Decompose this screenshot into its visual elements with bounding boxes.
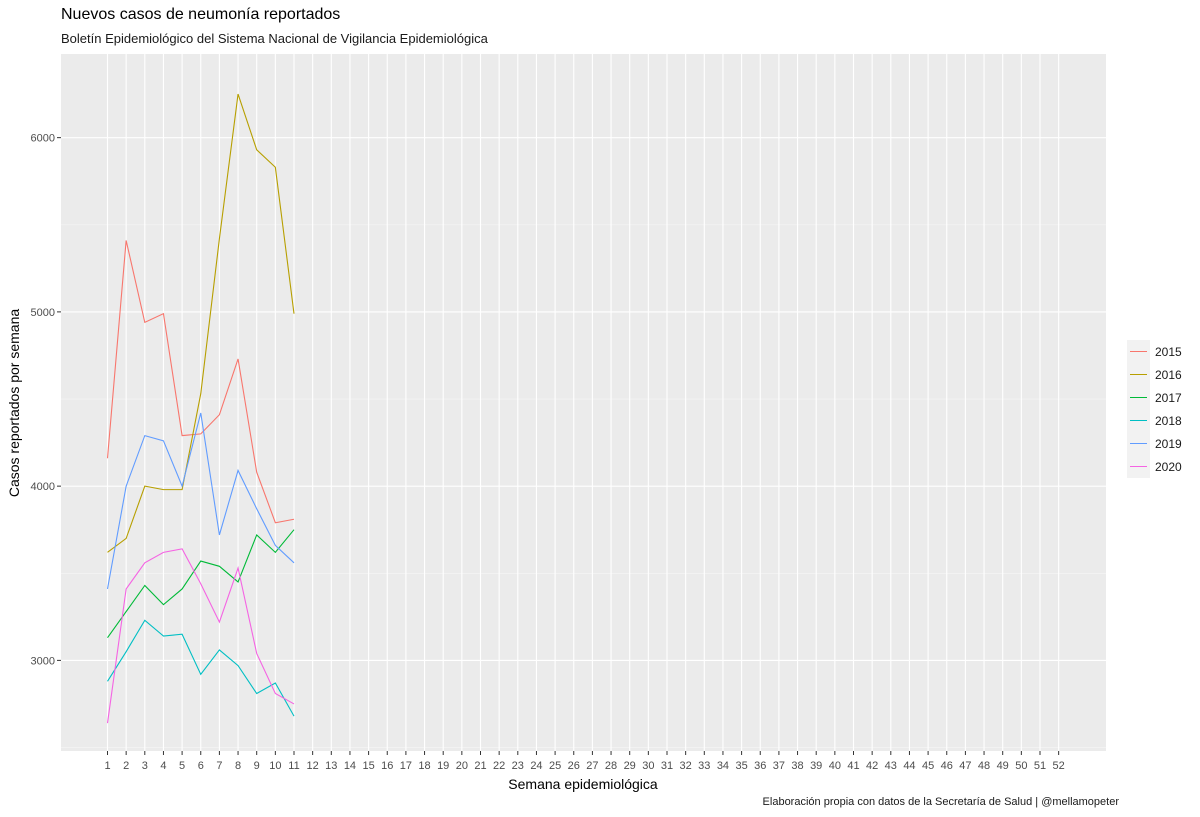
x-axis-title: Semana epidemiológica <box>508 776 658 792</box>
x-tick-label: 42 <box>866 760 878 772</box>
legend-item: 2017 <box>1127 386 1182 409</box>
x-tick-label: 2 <box>123 760 129 772</box>
y-axis-title: Casos reportados por semana <box>6 309 22 498</box>
x-tick-label: 34 <box>717 760 729 772</box>
legend: 2015 2016 2017 2018 2019 2020 <box>1127 340 1182 478</box>
x-tick-label: 15 <box>362 760 374 772</box>
legend-key <box>1127 363 1150 386</box>
x-tick-label: 5 <box>179 760 185 772</box>
x-tick-label: 35 <box>735 760 747 772</box>
x-tick-label: 12 <box>307 760 319 772</box>
x-tick-label: 7 <box>216 760 222 772</box>
legend-label: 2020 <box>1155 459 1182 474</box>
x-tick-label: 40 <box>829 760 841 772</box>
y-tick-label: 4000 <box>31 481 55 493</box>
x-tick-label: 20 <box>456 760 468 772</box>
legend-item: 2015 <box>1127 340 1182 363</box>
x-tick-label: 3 <box>142 760 148 772</box>
x-tick-label: 36 <box>754 760 766 772</box>
x-tick-label: 37 <box>773 760 785 772</box>
legend-key <box>1127 432 1150 455</box>
legend-key <box>1127 386 1150 409</box>
x-tick-label: 45 <box>922 760 934 772</box>
x-tick-label: 9 <box>254 760 260 772</box>
legend-item: 2020 <box>1127 455 1182 478</box>
x-tick-label: 8 <box>235 760 241 772</box>
x-tick-label: 21 <box>474 760 486 772</box>
series-line-2015 <box>106 240 295 524</box>
major-gridlines <box>61 54 1106 751</box>
x-tick-label: 11 <box>288 760 299 772</box>
y-tick-label: 6000 <box>31 133 55 145</box>
x-tick-label: 14 <box>344 760 356 772</box>
x-tick-label: 17 <box>400 760 412 772</box>
legend-item: 2018 <box>1127 409 1182 432</box>
legend-key <box>1127 340 1150 363</box>
x-tick-label: 22 <box>493 760 505 772</box>
series-line-2019 <box>106 412 295 590</box>
y-tick-label: 3000 <box>31 655 55 667</box>
chart-subtitle: Boletín Epidemiológico del Sistema Nacio… <box>61 31 488 46</box>
x-tick-label: 51 <box>1034 760 1046 772</box>
series-line-2018 <box>107 619 295 717</box>
x-tick-label: 29 <box>624 760 636 772</box>
x-tick-label: 23 <box>512 760 524 772</box>
x-tick-label: 26 <box>568 760 580 772</box>
x-tick-label: 28 <box>605 760 617 772</box>
x-tick-label: 38 <box>791 760 803 772</box>
x-tick-label: 24 <box>530 760 542 772</box>
x-tick-label: 43 <box>885 760 897 772</box>
y-axis: 3000 4000 5000 6000 <box>31 133 61 667</box>
x-tick-label: 30 <box>642 760 654 772</box>
series-line-2020 <box>106 548 295 724</box>
legend-label: 2016 <box>1155 367 1182 382</box>
x-tick-label: 39 <box>810 760 822 772</box>
x-tick-label: 1 <box>104 760 110 772</box>
legend-item: 2016 <box>1127 363 1182 386</box>
legend-label: 2017 <box>1155 390 1182 405</box>
chart-title: Nuevos casos de neumonía reportados <box>61 6 341 23</box>
legend-item: 2019 <box>1127 432 1182 455</box>
plot-panel <box>61 54 1106 751</box>
x-tick-label: 41 <box>847 760 859 772</box>
x-tick-label: 25 <box>549 760 561 772</box>
x-tick-label: 10 <box>269 760 281 772</box>
y-tick-label: 5000 <box>31 307 55 319</box>
x-tick-label: 47 <box>959 760 971 772</box>
x-tick-label: 4 <box>160 760 166 772</box>
x-tick-label: 31 <box>661 760 673 772</box>
x-tick-label: 32 <box>680 760 692 772</box>
minor-gridlines <box>61 224 1106 748</box>
x-tick-label: 48 <box>978 760 990 772</box>
legend-label: 2018 <box>1155 413 1182 428</box>
series-line-2016 <box>107 93 295 553</box>
x-tick-label: 16 <box>381 760 393 772</box>
series-layer <box>106 93 295 724</box>
x-tick-label: 46 <box>941 760 953 772</box>
x-tick-label: 19 <box>437 760 449 772</box>
x-tick-label: 6 <box>198 760 204 772</box>
series-line-2017 <box>107 529 295 639</box>
legend-label: 2015 <box>1155 344 1182 359</box>
x-tick-label: 44 <box>903 760 915 772</box>
x-tick-label: 50 <box>1015 760 1027 772</box>
x-tick-label: 52 <box>1053 760 1065 772</box>
x-tick-label: 49 <box>997 760 1009 772</box>
x-tick-label: 18 <box>418 760 430 772</box>
x-tick-label: 13 <box>325 760 337 772</box>
x-axis: 1 2 3 4 5 6 7 8 9 10 11 12 13 14 15 16 17 18 19 20 21 22 23 24 2… <box>104 751 1065 772</box>
x-tick-label: 33 <box>698 760 710 772</box>
legend-key <box>1127 409 1150 432</box>
legend-label: 2019 <box>1155 436 1182 451</box>
legend-key <box>1127 455 1150 478</box>
chart-caption: Elaboración propia con datos de la Secre… <box>762 796 1119 808</box>
x-tick-label: 27 <box>586 760 598 772</box>
